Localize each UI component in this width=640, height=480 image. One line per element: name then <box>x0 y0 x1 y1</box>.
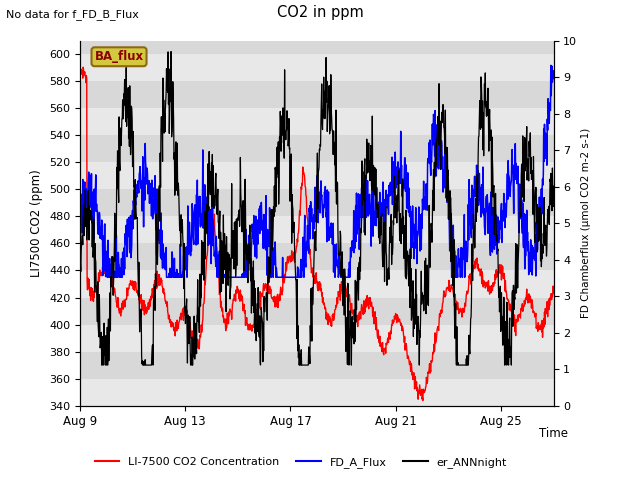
Y-axis label: LI7500 CO2 (ppm): LI7500 CO2 (ppm) <box>31 169 44 277</box>
X-axis label: Time: Time <box>539 428 568 441</box>
Bar <box>80 324 554 351</box>
Bar <box>80 216 554 243</box>
Y-axis label: FD Chamberflux (μmol CO2 m-2 s-1): FD Chamberflux (μmol CO2 m-2 s-1) <box>582 128 591 318</box>
Bar <box>80 81 554 108</box>
Bar <box>80 54 554 81</box>
Text: No data for f_FD_B_Flux: No data for f_FD_B_Flux <box>6 9 140 20</box>
Text: BA_flux: BA_flux <box>95 50 143 63</box>
Bar <box>80 298 554 324</box>
Bar <box>80 351 554 379</box>
Bar <box>80 243 554 271</box>
Bar <box>80 162 554 190</box>
Bar <box>80 135 554 162</box>
Bar <box>80 108 554 135</box>
Bar <box>80 379 554 406</box>
Legend: LI-7500 CO2 Concentration, FD_A_Flux, er_ANNnight: LI-7500 CO2 Concentration, FD_A_Flux, er… <box>90 452 511 472</box>
Text: CO2 in ppm: CO2 in ppm <box>276 5 364 20</box>
Bar <box>80 271 554 298</box>
Bar <box>80 190 554 216</box>
Bar <box>80 41 554 54</box>
